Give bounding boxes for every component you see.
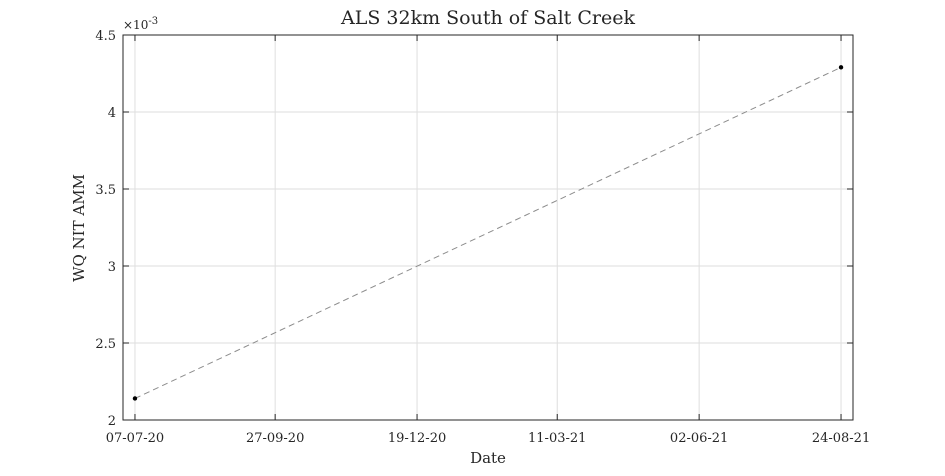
data-series (132, 65, 844, 401)
tick-labels: 07-07-20 27-09-20 19-12-20 11-03-21 02-06-21… (95, 29, 870, 446)
data-point (838, 65, 844, 70)
chart-title: ALS 32km South of Salt Creek (340, 7, 635, 29)
x-tick-label: 07-07-20 (106, 431, 164, 446)
x-tick-label: 24-08-21 (812, 431, 870, 446)
y-tick-label: 3 (108, 260, 116, 275)
y-exponent-power: -3 (148, 16, 158, 27)
x-tick-label: 02-06-21 (670, 431, 728, 446)
x-tick-label: 27-09-20 (246, 431, 304, 446)
y-tick-label: 3.5 (95, 183, 116, 198)
y-axis-exponent: ×10-3 (123, 16, 158, 32)
y-axis-label: WQ NIT AMM (70, 174, 88, 282)
plot-area-frame (122, 34, 854, 421)
y-exponent-base: ×10 (123, 18, 148, 32)
y-tick-label: 2 (108, 414, 116, 429)
y-tick-label: 4.5 (95, 29, 116, 44)
y-tick-label: 4 (108, 106, 116, 121)
x-tick-label: 19-12-20 (388, 431, 446, 446)
x-tick-label: 11-03-21 (528, 431, 586, 446)
x-axis-label: Date (470, 449, 506, 467)
axis-ticks (123, 34, 853, 421)
y-tick-label: 2.5 (95, 337, 116, 352)
data-point (132, 396, 138, 401)
